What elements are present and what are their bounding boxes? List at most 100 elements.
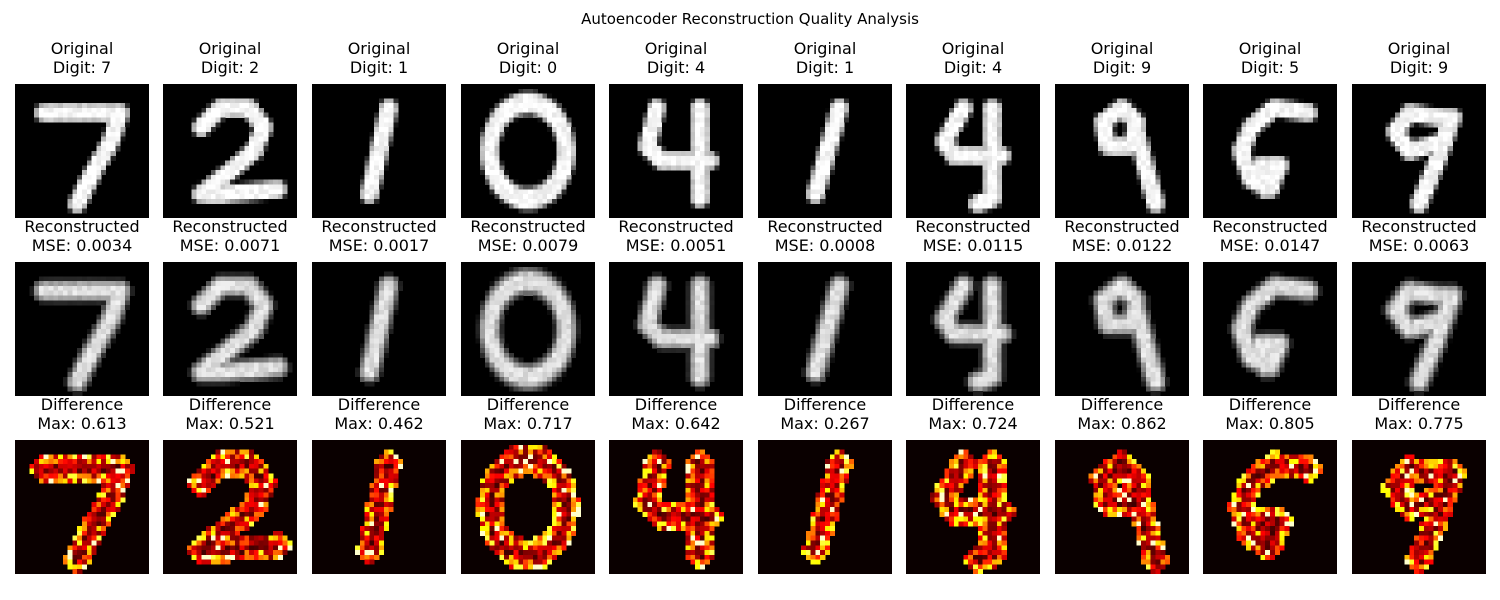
original-pixel [825,122,831,128]
original-pixel [537,179,543,185]
reconstructed-pixel [263,357,269,363]
difference-pixel [48,473,54,479]
reconstructed-pixel [825,290,831,296]
reconstructed-pixel [523,362,529,368]
reconstructed-pixel [62,381,68,387]
original-pixel [504,170,510,176]
reconstructed-pixel [206,357,212,363]
difference-pixel [201,545,207,551]
reconstructed-pixel [642,295,648,301]
difference-pixel [369,507,375,513]
reconstructed-pixel [987,276,993,282]
difference-pixel [834,516,840,522]
original-pixel [704,179,710,185]
reconstructed-pixel [383,300,389,306]
original-pixel [379,179,385,185]
original-pixel [829,117,835,123]
reconstructed-pixel [1145,314,1152,320]
original-pixel [561,160,567,166]
reconstructed-pixel [709,367,715,373]
reconstructed-pixel [709,343,715,349]
reconstructed-pixel [987,381,993,387]
reconstructed-pixel [968,276,974,282]
original-pixel [1122,151,1128,157]
original-pixel [561,107,567,114]
reconstructed-pixel [263,290,269,296]
reconstructed-pixel [996,343,1003,349]
original-pixel [992,174,998,181]
original-pixel [34,107,40,114]
difference-pixel [125,478,131,484]
difference-pixel [551,454,558,460]
original-pixel [820,170,826,176]
original-pixel [695,107,701,114]
original-pixel [484,179,491,185]
difference-pixel [996,454,1003,460]
original-pixel [253,146,260,152]
original-pixel [196,117,202,123]
difference-pixel [82,521,88,527]
difference-image-7 [906,440,1040,574]
reconstructed-pixel [704,319,710,325]
original-pixel [982,189,988,195]
difference-pixel [996,463,1003,470]
original-pixel [72,117,78,123]
original-pixel [699,160,706,166]
reconstructed-pixel [191,362,197,368]
reconstructed-pixel [996,319,1003,325]
original-pixel [220,184,226,190]
difference-pixel [963,502,969,508]
original-pixel [992,112,998,118]
reconstructed-pixel [1107,333,1113,339]
reconstructed-pixel [671,338,677,344]
difference-pixel [695,550,701,556]
difference-pixel [825,478,831,484]
difference-pixel [699,449,706,455]
difference-pixel [1001,550,1007,556]
reconstructed-pixel [369,372,375,378]
original-pixel [680,165,686,171]
reconstructed-pixel [661,305,667,311]
reconstructed-pixel [709,314,715,320]
difference-pixel [67,454,73,460]
reconstructed-pixel [234,324,240,330]
difference-pixel [815,497,821,503]
reconstructed-pixel [191,295,197,301]
original-pixel [939,127,945,133]
original-pixel [489,155,495,161]
original-pixel [829,141,835,147]
difference-pixel [1006,502,1012,508]
original-pixel [201,127,207,133]
reconstructed-pixel [977,290,983,296]
reconstructed-pixel [839,276,845,282]
reconstructed-heatmap-6 [758,262,892,396]
reconstructed-pixel [86,352,92,359]
difference-pixel [364,502,370,508]
difference-pixel [494,463,500,470]
reconstructed-pixel [1131,324,1137,330]
difference-pixel [518,473,524,479]
original-pixel [206,184,212,190]
original-pixel [547,112,553,118]
original-pixel [244,198,250,204]
difference-pixel [571,516,577,522]
difference-pixel [253,535,260,541]
reconstructed-pixel [96,362,102,368]
reconstructed-pixel [499,271,505,277]
reconstructed-pixel [820,376,826,382]
reconstructed-pixel [963,276,969,282]
difference-pixel [82,554,88,560]
original-pixel [825,127,831,133]
difference-pixel [388,483,394,489]
original-label-2-value: Digit: 2 [200,58,260,77]
original-pixel [1117,146,1123,152]
reconstructed-pixel [699,381,706,387]
difference-pixel [125,468,131,474]
original-pixel [1141,189,1147,195]
difference-pixel [263,535,269,541]
reconstructed-pixel [676,333,682,339]
difference-pixel [542,545,548,551]
reconstructed-pixel [489,314,495,320]
reconstructed-pixel [364,357,370,363]
original-pixel [484,160,491,166]
